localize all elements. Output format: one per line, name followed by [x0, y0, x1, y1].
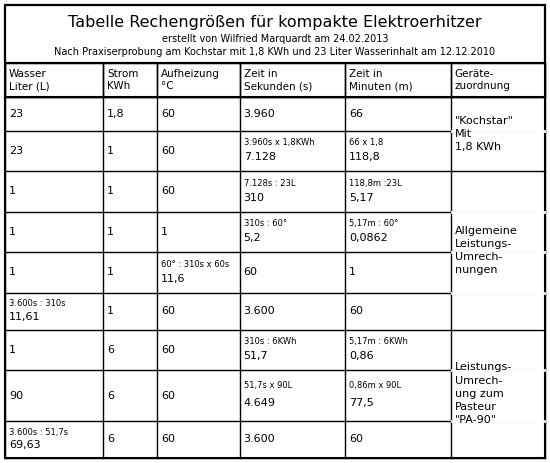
Text: Nach Praxiserprobung am Kochstar mit 1,8 KWh und 23 Liter Wasserinhalt am 12.12.: Nach Praxiserprobung am Kochstar mit 1,8…: [54, 47, 496, 57]
Text: 6: 6: [107, 391, 114, 400]
Text: Strom
KWh: Strom KWh: [107, 69, 139, 91]
Text: 66 x 1,8: 66 x 1,8: [349, 138, 383, 147]
Text: 1: 1: [9, 345, 16, 355]
Text: 6: 6: [107, 434, 114, 444]
Text: 60: 60: [161, 146, 175, 156]
Text: 0,86m x 90L: 0,86m x 90L: [349, 381, 402, 390]
Text: 1: 1: [161, 227, 168, 237]
Text: 60: 60: [349, 306, 363, 316]
Text: 6: 6: [107, 345, 114, 355]
Text: 60° : 310s x 60s: 60° : 310s x 60s: [161, 260, 229, 269]
Text: 4.649: 4.649: [244, 398, 276, 408]
Text: Wasser
Liter (L): Wasser Liter (L): [9, 69, 50, 91]
Text: 23: 23: [9, 146, 23, 156]
Text: 1: 1: [9, 268, 16, 277]
Text: 3.600: 3.600: [244, 306, 275, 316]
Text: 5,17: 5,17: [349, 193, 374, 202]
Text: 11,61: 11,61: [9, 312, 41, 322]
Text: 118,8: 118,8: [349, 152, 381, 162]
Text: 1: 1: [107, 227, 114, 237]
Text: 51,7: 51,7: [244, 351, 268, 361]
Text: Aufheizung
°C: Aufheizung °C: [161, 69, 219, 91]
Text: 60: 60: [161, 391, 175, 400]
Text: Geräte-
zuordnung: Geräte- zuordnung: [455, 69, 511, 91]
Bar: [5, 63, 545, 97]
Text: 90: 90: [9, 391, 23, 400]
Text: 310s : 60°: 310s : 60°: [244, 219, 287, 228]
Text: 1: 1: [107, 146, 114, 156]
Text: 1: 1: [349, 268, 356, 277]
Text: 51,7s x 90L: 51,7s x 90L: [244, 381, 292, 390]
Text: 60: 60: [161, 434, 175, 444]
Text: 5,17m : 60°: 5,17m : 60°: [349, 219, 399, 228]
Text: Allgemeine
Leistungs-
Umrech-
nungen: Allgemeine Leistungs- Umrech- nungen: [455, 225, 518, 275]
Text: 1: 1: [107, 268, 114, 277]
Text: 7.128s : 23L: 7.128s : 23L: [244, 179, 295, 188]
Text: 0,0862: 0,0862: [349, 233, 388, 243]
Text: 3.600s : 310s: 3.600s : 310s: [9, 299, 65, 308]
Text: 3.600: 3.600: [244, 434, 275, 444]
Bar: [5, 5, 545, 63]
Text: Tabelle Rechengrößen für kompakte Elektroerhitzer: Tabelle Rechengrößen für kompakte Elektr…: [68, 15, 482, 31]
Text: 118,8m :23L: 118,8m :23L: [349, 179, 402, 188]
Text: 310: 310: [244, 193, 265, 202]
Text: 60: 60: [161, 306, 175, 316]
Text: erstellt von Wilfried Marquardt am 24.02.2013: erstellt von Wilfried Marquardt am 24.02…: [162, 34, 388, 44]
Bar: [5, 5, 545, 63]
Text: 60: 60: [161, 109, 175, 119]
Text: 77,5: 77,5: [349, 398, 374, 408]
Text: 1,8: 1,8: [107, 109, 125, 119]
Text: 1: 1: [107, 306, 114, 316]
Text: 3.600s : 51,7s: 3.600s : 51,7s: [9, 427, 68, 437]
Text: 60: 60: [161, 345, 175, 355]
Text: 0,86: 0,86: [349, 351, 374, 361]
Text: 1: 1: [9, 227, 16, 237]
Text: 66: 66: [349, 109, 363, 119]
Text: 310s : 6KWh: 310s : 6KWh: [244, 338, 296, 346]
Text: Zeit in
Sekunden (s): Zeit in Sekunden (s): [244, 69, 312, 91]
Text: Leistungs-
Umrech-
ung zum
Pasteur
"PA-90": Leistungs- Umrech- ung zum Pasteur "PA-9…: [455, 363, 512, 425]
Text: 69,63: 69,63: [9, 440, 41, 450]
Text: 23: 23: [9, 109, 23, 119]
Text: 3.960: 3.960: [244, 109, 276, 119]
Text: 60: 60: [161, 187, 175, 196]
Text: 60: 60: [349, 434, 363, 444]
Text: 5,17m : 6KWh: 5,17m : 6KWh: [349, 338, 408, 346]
Text: 5,2: 5,2: [244, 233, 261, 243]
Text: Zeit in
Minuten (m): Zeit in Minuten (m): [349, 69, 413, 91]
Text: 1: 1: [9, 187, 16, 196]
Text: 60: 60: [244, 268, 257, 277]
Text: 7.128: 7.128: [244, 152, 276, 162]
Text: 1: 1: [107, 187, 114, 196]
Text: 3.960s x 1,8KWh: 3.960s x 1,8KWh: [244, 138, 314, 147]
Text: "Kochstar"
Mit
1,8 KWh: "Kochstar" Mit 1,8 KWh: [455, 116, 514, 152]
Text: 11,6: 11,6: [161, 274, 185, 283]
